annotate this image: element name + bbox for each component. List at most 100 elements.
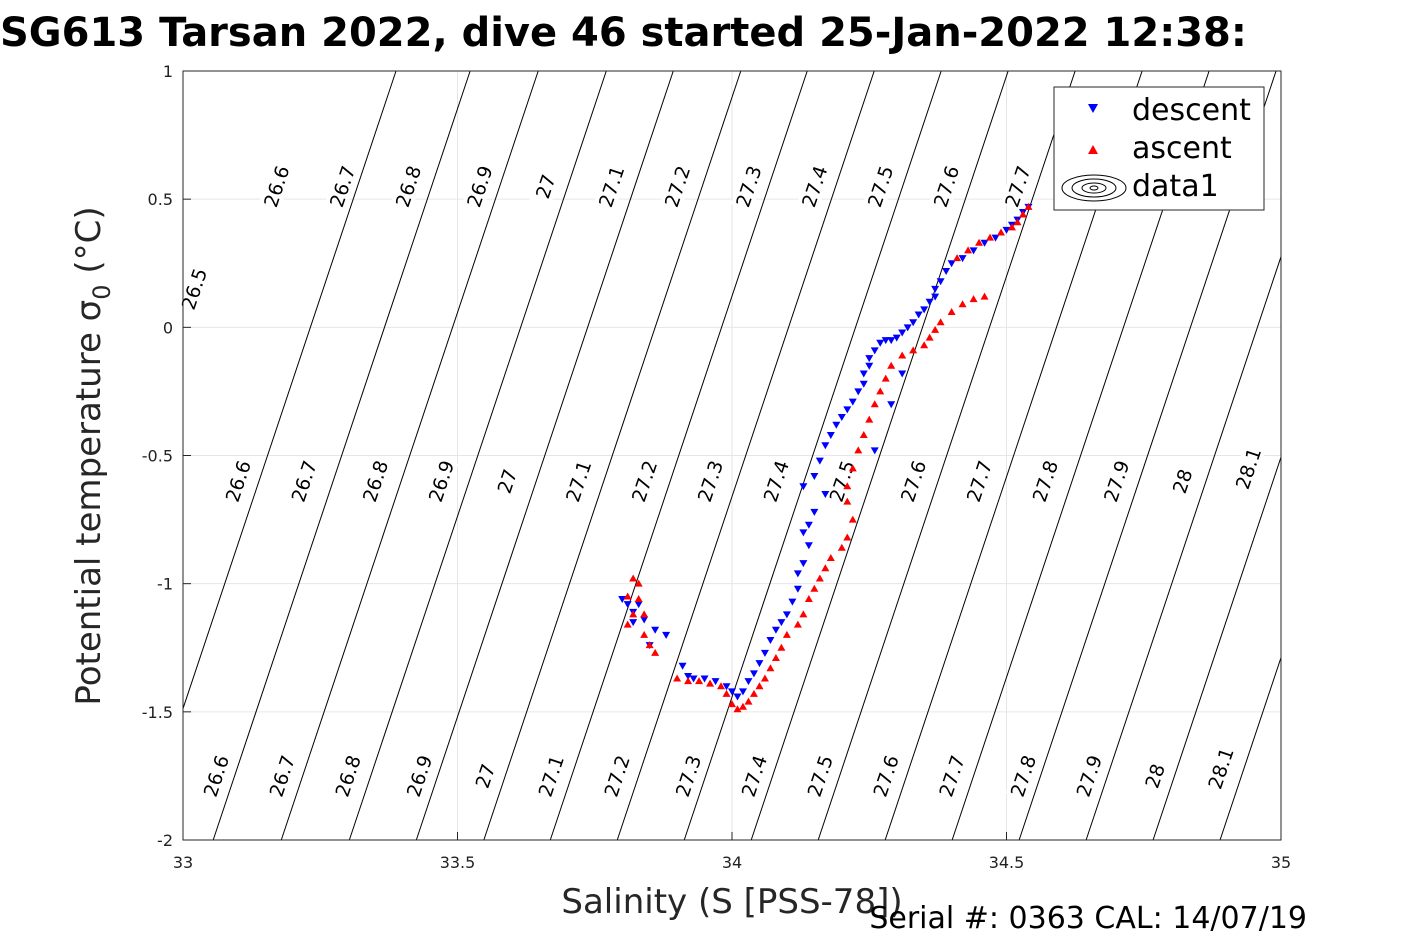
contour-label: 27 <box>489 456 525 506</box>
contour-label: 27.6 <box>928 161 964 211</box>
ascent-point <box>887 361 896 369</box>
contour-line-28-1 <box>1219 657 1282 841</box>
descent-point <box>826 431 835 439</box>
ascent-point <box>651 648 660 656</box>
descent-point <box>733 693 742 701</box>
ascent-point <box>634 579 643 587</box>
ascent-point <box>980 292 989 300</box>
contour-label: 27.7 <box>934 751 970 801</box>
ascent-point <box>810 584 819 592</box>
contour-label-text: 27.6 <box>897 458 931 505</box>
contour-label-knockout <box>895 456 931 506</box>
x-tick-label: 34 <box>722 853 742 872</box>
contour-line-27-3 <box>683 70 942 841</box>
descent-point <box>870 347 879 355</box>
descent-point <box>766 637 775 645</box>
descent-point <box>793 585 802 593</box>
contour-label-knockout <box>802 751 838 801</box>
density-contours <box>182 70 1282 841</box>
contour-label: 28 <box>1137 751 1173 801</box>
ascent-point <box>925 333 934 341</box>
descent-point <box>898 370 907 378</box>
descent-point <box>865 362 874 370</box>
ascent-point <box>936 318 945 326</box>
ascent-point <box>848 515 857 523</box>
ascent-point <box>629 610 638 618</box>
contour-label-text: 27.5 <box>864 163 898 210</box>
contour-label-text: 26.8 <box>392 163 426 210</box>
contour-label-text: 26.7 <box>288 458 322 505</box>
descent-point <box>678 662 687 670</box>
descent-point <box>876 339 885 347</box>
ascent-point <box>843 497 852 505</box>
y-axis-ticks: 1 0.5 0 -0.5 -1 -1.5 -2 <box>142 62 191 850</box>
ascent-point <box>969 295 978 303</box>
descent-point <box>931 293 940 301</box>
ascent-point <box>684 677 693 685</box>
ascent-point <box>931 325 940 333</box>
x-tick-label: 35 <box>1271 853 1291 872</box>
contour-label: 26.6 <box>220 456 256 506</box>
contour-line-26-7 <box>280 70 539 841</box>
legend: descent ascent data1 <box>1053 86 1265 211</box>
contour-label-knockout <box>198 751 234 801</box>
ascent-point <box>744 697 753 705</box>
ascent-point <box>837 543 846 551</box>
contour-label: 26.7 <box>324 161 360 211</box>
contour-label: 27.5 <box>862 161 898 211</box>
contour-label-knockout <box>220 456 256 506</box>
contour-label-knockout <box>862 161 898 211</box>
descent-point <box>881 337 890 345</box>
x-tick-label: 34.5 <box>989 853 1025 872</box>
descent-point <box>623 601 632 609</box>
descent-point <box>651 626 660 634</box>
contour-label-knockout <box>1164 456 1200 506</box>
ascent-point <box>865 415 874 423</box>
contour-label-text: 27.2 <box>628 458 662 505</box>
descent-point <box>821 490 830 498</box>
ascent-point <box>645 641 654 649</box>
descent-point <box>689 675 698 683</box>
contour-label: 28.1 <box>1203 743 1239 793</box>
contour-label-knockout <box>593 161 629 211</box>
ascent-point <box>848 464 857 472</box>
ascent-point <box>738 702 747 710</box>
contour-label-knockout <box>1071 751 1107 801</box>
descent-point <box>749 670 758 678</box>
contour-label-text: 27.2 <box>601 753 635 800</box>
contour-label: 26.8 <box>390 161 426 211</box>
contour-label-knockout <box>390 161 426 211</box>
descent-point <box>958 255 967 263</box>
contour-label-knockout <box>489 456 525 506</box>
ascent-point <box>706 679 715 687</box>
contour-label-text: 27.3 <box>672 753 706 800</box>
contour-label: 26.8 <box>357 456 393 506</box>
contour-label: 26.6 <box>258 161 294 211</box>
contour-label-knockout <box>1098 456 1134 506</box>
ascent-point <box>920 341 929 349</box>
contour-line-26-9 <box>415 70 674 841</box>
descent-point <box>810 508 819 516</box>
contour-label: 27 <box>527 161 563 211</box>
contour-label: 26.9 <box>462 161 498 211</box>
contour-label: 27.8 <box>1005 751 1041 801</box>
x-axis-label: Salinity (S [PSS-78]) <box>561 882 902 922</box>
contour-label: 27.7 <box>961 456 997 506</box>
ascent-point <box>623 592 632 600</box>
contour-label-text: 27.1 <box>535 753 569 800</box>
contour-label-knockout <box>1230 443 1266 493</box>
contour-label-knockout <box>324 161 360 211</box>
contour-label-knockout <box>286 456 322 506</box>
contour-label: 27.1 <box>560 456 596 506</box>
ascent-series <box>623 202 1033 713</box>
ascent-point <box>623 620 632 628</box>
contour-label-text: 27.8 <box>1007 753 1041 800</box>
contour-line-27-2 <box>616 70 875 841</box>
chart-title: SG613 Tarsan 2022, dive 46 started 25-Ja… <box>0 10 1247 56</box>
contour-label-text: 26.7 <box>326 163 360 210</box>
contour-label-text: 27.1 <box>595 163 629 210</box>
ascent-point <box>958 300 967 308</box>
descent-point <box>909 319 918 327</box>
ascent-point <box>1018 210 1027 218</box>
descent-point <box>942 267 951 275</box>
